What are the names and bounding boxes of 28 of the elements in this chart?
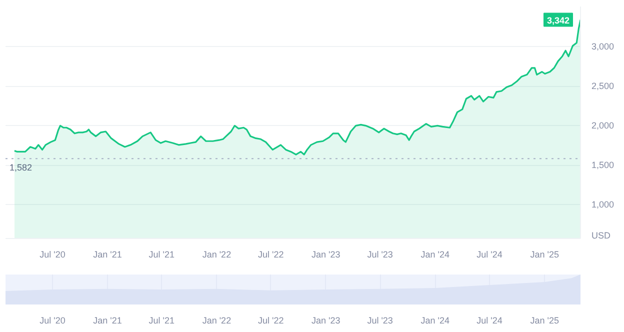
- x-tick-label: Jul '21: [148, 250, 175, 260]
- x-tick-label: Jul '21: [148, 316, 175, 326]
- x-tick-label: Jan '24: [420, 316, 450, 326]
- y-tick-label: 2,000: [592, 120, 614, 131]
- x-tick-label: Jan '21: [93, 250, 122, 260]
- x-tick-label: Jan '23: [312, 316, 340, 326]
- x-tick-label: Jan '21: [93, 316, 122, 326]
- y-axis-title: USD: [592, 230, 611, 241]
- x-tick-label: Jul '24: [476, 250, 502, 260]
- x-tick-label: Jan '24: [420, 250, 450, 260]
- x-tick-label: Jul '20: [40, 316, 66, 326]
- x-tick-label: Jan '25: [530, 250, 559, 260]
- x-tick-label: Jul '24: [476, 316, 502, 326]
- annotation: 3,342: [546, 15, 570, 26]
- y-tick-label: 1,000: [592, 200, 614, 210]
- y-tick-label: 3,000: [592, 42, 614, 52]
- y-tick-label: 1,500: [592, 160, 614, 170]
- x-tick-label: Jul '20: [40, 250, 66, 260]
- x-tick-label: Jul '23: [367, 316, 393, 326]
- x-tick-label: Jan '22: [202, 316, 232, 326]
- y-tick-label: 2,500: [592, 81, 614, 92]
- x-tick-label: Jan '22: [202, 250, 232, 260]
- ref-line-label: 1,582: [10, 162, 32, 173]
- x-tick-label: Jul '22: [258, 316, 284, 326]
- x-tick-label: Jan '23: [312, 250, 340, 260]
- x-tick-label: Jan '25: [530, 316, 559, 326]
- x-tick-label: Jul '23: [367, 250, 393, 260]
- x-tick-label: Jul '22: [258, 250, 284, 260]
